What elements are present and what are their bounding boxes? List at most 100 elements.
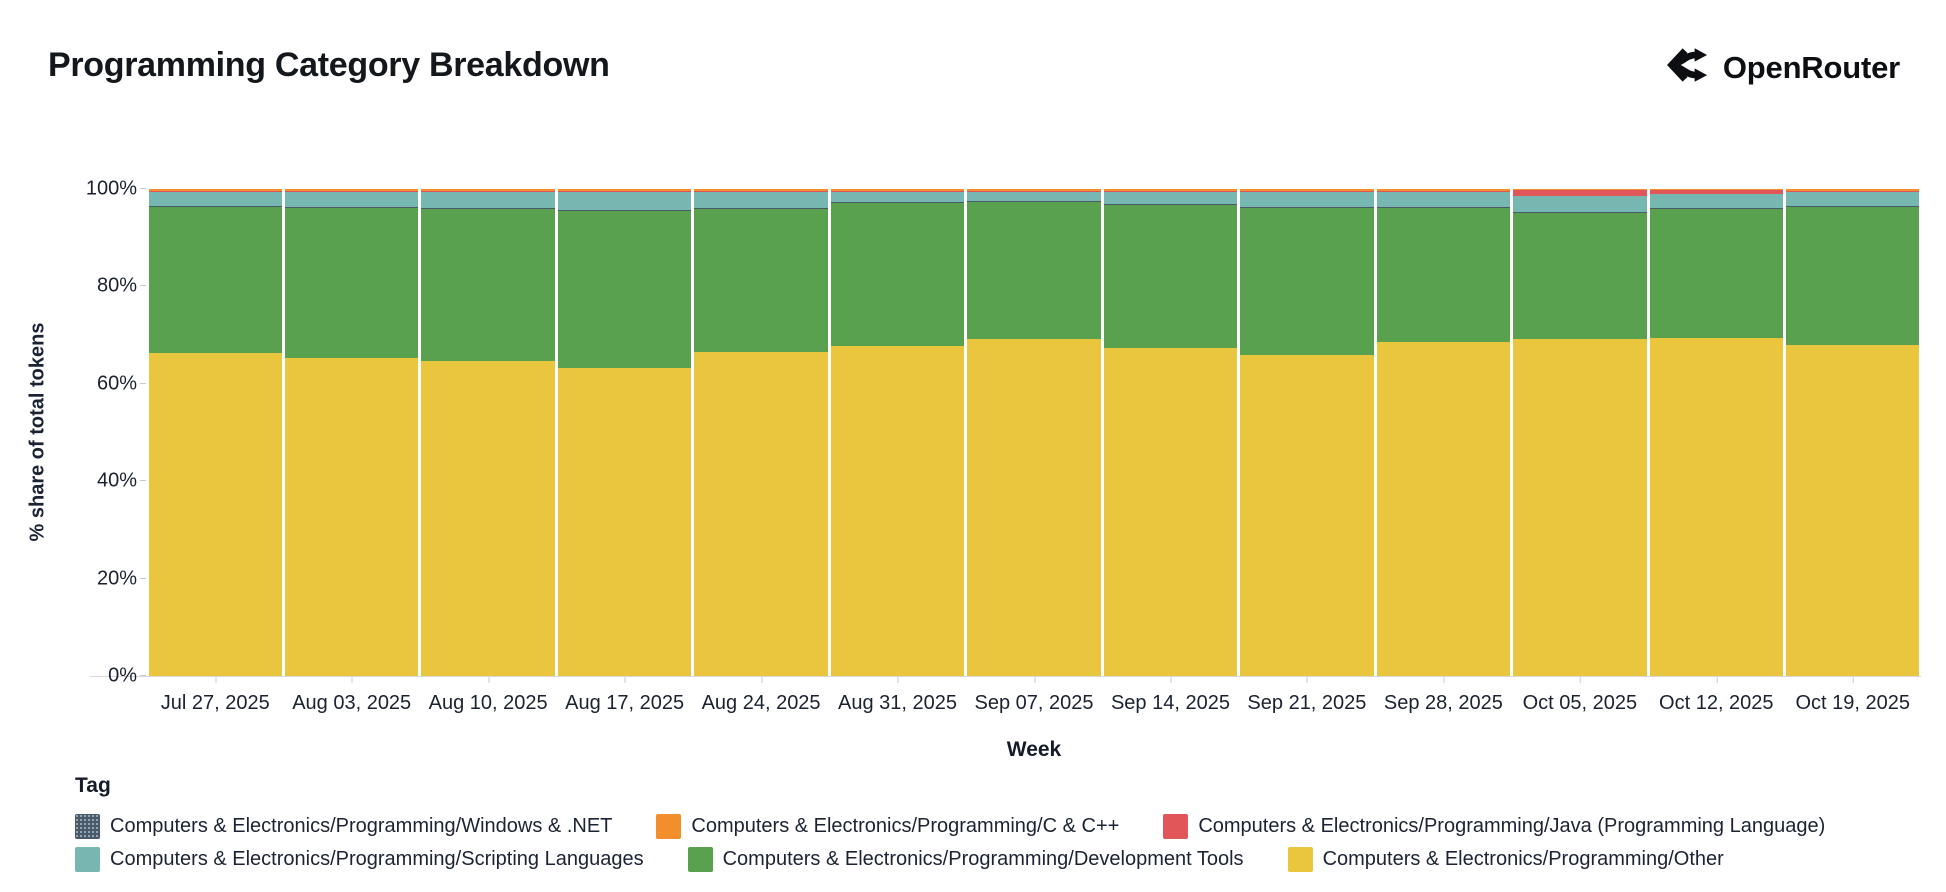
- segment-scripting-languages[interactable]: [421, 190, 555, 208]
- y-tick-mark: [140, 675, 146, 676]
- bar-week-11[interactable]: [1513, 189, 1647, 676]
- legend-swatch-icon: [656, 814, 682, 839]
- segment-other[interactable]: [284, 358, 419, 676]
- segment-c-cpp[interactable]: [830, 189, 965, 191]
- segment-scripting-languages[interactable]: [148, 190, 282, 206]
- x-tick-label: Aug 17, 2025: [565, 677, 684, 715]
- bar-week-5[interactable]: [694, 189, 828, 676]
- bar-week-6[interactable]: [830, 189, 965, 676]
- segment-scripting-languages[interactable]: [1649, 194, 1784, 209]
- segment-scripting-languages[interactable]: [967, 190, 1101, 201]
- segment-development-tools[interactable]: [1513, 212, 1647, 339]
- segment-scripting-languages[interactable]: [694, 190, 828, 208]
- legend-item[interactable]: Computers & Electronics/Programming/Java…: [1163, 814, 1825, 839]
- segment-development-tools[interactable]: [967, 201, 1101, 339]
- segment-development-tools[interactable]: [284, 207, 419, 359]
- stacked-bar-plot: [147, 189, 1921, 676]
- x-tick-label: Sep 14, 2025: [1111, 677, 1230, 715]
- segment-development-tools[interactable]: [1649, 208, 1784, 339]
- segment-development-tools[interactable]: [1786, 206, 1920, 345]
- segment-other[interactable]: [1649, 338, 1784, 676]
- openrouter-brand[interactable]: OpenRouter: [1663, 42, 1900, 93]
- segment-c-cpp[interactable]: [1786, 189, 1920, 191]
- segment-scripting-languages[interactable]: [1786, 191, 1920, 206]
- segment-c-cpp[interactable]: [1513, 189, 1647, 190]
- x-tick-label: Sep 28, 2025: [1384, 677, 1503, 715]
- x-tick-mark: [215, 677, 217, 683]
- segment-c-cpp[interactable]: [557, 189, 692, 191]
- segment-scripting-languages[interactable]: [1513, 195, 1647, 212]
- segment-development-tools[interactable]: [694, 208, 828, 353]
- bar-week-3[interactable]: [421, 189, 555, 676]
- x-tick-mark: [1034, 677, 1035, 683]
- segment-other[interactable]: [148, 353, 282, 676]
- x-tick-mark: [1579, 677, 1581, 683]
- segment-scripting-languages[interactable]: [1240, 190, 1374, 208]
- segment-scripting-languages[interactable]: [830, 190, 965, 203]
- segment-c-cpp[interactable]: [421, 189, 555, 191]
- bar-week-7[interactable]: [967, 189, 1101, 676]
- segment-other[interactable]: [967, 339, 1101, 676]
- legend-swatch-icon: [687, 847, 713, 872]
- segment-development-tools[interactable]: [1103, 204, 1238, 349]
- segment-c-cpp[interactable]: [1240, 189, 1374, 191]
- x-tick-label: Oct 19, 2025: [1796, 677, 1910, 715]
- segment-scripting-languages[interactable]: [284, 190, 419, 208]
- segment-java[interactable]: [1649, 189, 1784, 195]
- y-tick-label: 20%: [96, 567, 137, 590]
- segment-c-cpp[interactable]: [284, 189, 419, 191]
- legend-item[interactable]: Computers & Electronics/Programming/Scri…: [75, 847, 644, 872]
- segment-development-tools[interactable]: [557, 210, 692, 368]
- segment-scripting-languages[interactable]: [1376, 190, 1511, 208]
- bar-week-1[interactable]: [148, 189, 282, 676]
- legend-row: Computers & Electronics/Programming/Scri…: [75, 847, 1926, 872]
- bar-week-12[interactable]: [1649, 189, 1784, 676]
- x-tick-mark: [1306, 677, 1308, 683]
- x-axis-title: Week: [1006, 738, 1062, 761]
- segment-development-tools[interactable]: [148, 206, 282, 354]
- segment-c-cpp[interactable]: [967, 189, 1101, 191]
- segment-other[interactable]: [421, 360, 555, 676]
- segment-c-cpp[interactable]: [148, 189, 282, 191]
- x-tick-label: Aug 10, 2025: [429, 677, 548, 715]
- legend-item-label: Computers & Electronics/Programming/C & …: [691, 815, 1120, 837]
- x-tick-label: Aug 31, 2025: [838, 677, 957, 715]
- legend-item[interactable]: Computers & Electronics/Programming/Wind…: [75, 814, 612, 839]
- segment-java[interactable]: [1513, 189, 1647, 196]
- segment-other[interactable]: [557, 367, 692, 676]
- segment-c-cpp[interactable]: [1649, 189, 1784, 190]
- segment-c-cpp[interactable]: [1376, 189, 1511, 191]
- segment-development-tools[interactable]: [1240, 207, 1374, 356]
- legend-item[interactable]: Computers & Electronics/Programming/Deve…: [687, 847, 1244, 872]
- chart-legend: Tag Computers & Electronics/Programming/…: [75, 774, 1926, 880]
- segment-other[interactable]: [830, 346, 965, 676]
- segment-development-tools[interactable]: [421, 208, 555, 361]
- legend-item[interactable]: Computers & Electronics/Programming/Othe…: [1287, 847, 1724, 872]
- x-tick-mark: [897, 677, 899, 683]
- legend-item-label: Computers & Electronics/Programming/Wind…: [110, 815, 613, 837]
- segment-development-tools[interactable]: [1376, 207, 1511, 342]
- legend-item[interactable]: Computers & Electronics/Programming/C & …: [656, 814, 1119, 839]
- segment-other[interactable]: [694, 352, 828, 676]
- bar-week-13[interactable]: [1786, 189, 1920, 676]
- segment-scripting-languages[interactable]: [557, 191, 692, 211]
- bar-week-2[interactable]: [284, 189, 419, 676]
- bar-week-10[interactable]: [1376, 189, 1511, 676]
- bar-week-9[interactable]: [1240, 189, 1374, 676]
- segment-other[interactable]: [1786, 344, 1920, 676]
- segment-c-cpp[interactable]: [1103, 189, 1238, 191]
- segment-other[interactable]: [1240, 355, 1374, 676]
- legend-swatch-icon: [1163, 814, 1189, 839]
- legend-item-label: Computers & Electronics/Programming/Othe…: [1322, 848, 1724, 870]
- legend-swatch-icon: [75, 814, 100, 839]
- segment-development-tools[interactable]: [830, 202, 965, 347]
- legend-swatch-icon: [1287, 847, 1313, 872]
- legend-item-label: Computers & Electronics/Programming/Deve…: [722, 848, 1244, 870]
- segment-other[interactable]: [1376, 341, 1511, 676]
- segment-other[interactable]: [1103, 348, 1238, 676]
- segment-c-cpp[interactable]: [694, 189, 828, 191]
- bar-week-4[interactable]: [557, 189, 692, 676]
- bar-week-8[interactable]: [1103, 189, 1238, 676]
- segment-other[interactable]: [1513, 339, 1647, 676]
- segment-scripting-languages[interactable]: [1103, 190, 1238, 204]
